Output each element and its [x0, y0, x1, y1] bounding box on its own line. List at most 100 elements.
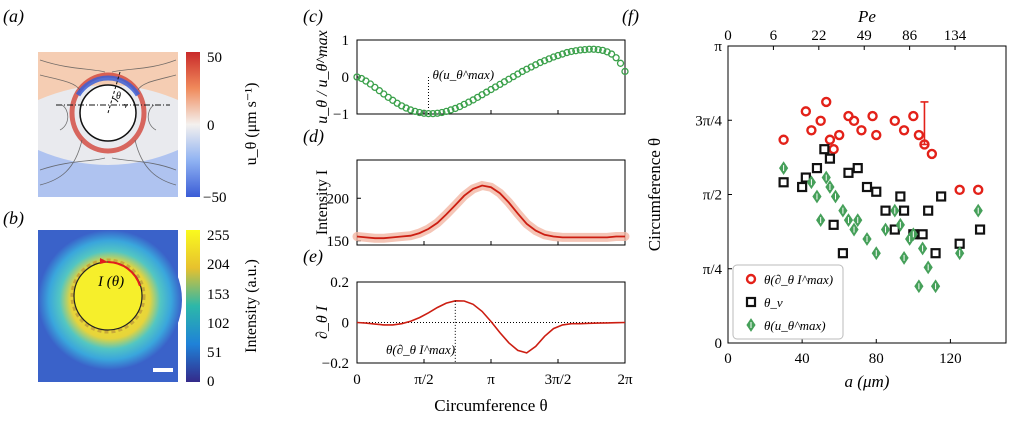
chart-f-point-square: [895, 191, 906, 202]
chart-f-point-circle: [815, 115, 826, 127]
legend-label: θ_v: [764, 295, 783, 310]
chart-f: 0 40 80 120 0 6 22 49 86 134 0 π/4 π/2 3π/4 π a (μm) Pe C…: [645, 7, 1007, 391]
panel-a-theta-label: θ: [116, 91, 121, 102]
chart-f-point-circle: [848, 115, 860, 127]
chart-f-point-square: [843, 167, 854, 178]
chart-c-point: [353, 73, 361, 81]
chart-c-point: [447, 106, 455, 114]
chart-f-xtick-label: 0: [724, 351, 732, 367]
panel-b-cb-tick-153: 153: [207, 287, 230, 303]
chart-c-point: [429, 109, 437, 118]
chart-f-top-xlabel: Pe: [857, 7, 876, 26]
chart-d-band: [352, 180, 630, 243]
chart-f-ytick-label: 0: [715, 336, 723, 352]
chart-f-legend-box: [732, 264, 844, 340]
chart-c-ylabel: u_θ / u_θ^max: [314, 30, 331, 124]
chart-c-point: [415, 108, 424, 117]
chart-c-point: [607, 50, 616, 58]
chart-f-ytick-label: π: [714, 39, 722, 55]
chart-f-point-circle: [954, 184, 965, 196]
chart-f-top-xtick-label: 49: [857, 28, 872, 44]
chart-c-point: [549, 53, 558, 61]
chart-f-point-circle: [871, 129, 882, 141]
chart-f-point-square: [778, 177, 789, 188]
chart-f-ytick-label: π/2: [703, 188, 722, 204]
chart-f-point-square: [797, 181, 808, 193]
chart-f-xtick-label: 40: [795, 351, 810, 367]
chart-f-point-square: [837, 248, 849, 259]
chart-f-ytick-label: π/4: [703, 262, 723, 278]
chart-e: 0.20−0.2∂_θ Iθ(∂_θ I^max)0 π/2 π 3π/2 2πCirc…: [314, 275, 633, 415]
chart-c: 1 0 −1u_θ / u_θ^max θ(u_θ^max): [314, 30, 629, 124]
panel-b-colorbar-label: Intensity (a.u.): [243, 259, 260, 353]
panel-b-cb-tick-0: 0: [207, 374, 215, 390]
panel-b-colorbar: [186, 230, 200, 382]
chart-f-top-xtick-label: 6: [770, 28, 778, 44]
chart-c-point: [612, 54, 620, 62]
chart-f-point-square: [852, 163, 863, 174]
chart-f-ytick-label: 3π/4: [695, 113, 722, 129]
chart-f-xtick-label: 120: [939, 351, 962, 367]
panel-a-cb-tick-m50: −50: [203, 190, 226, 206]
chart-e-xlabel: Circumference θ: [434, 396, 547, 415]
panel-b-cb-tick-204: 204: [207, 257, 230, 273]
panel-b-cb-tick-51: 51: [207, 345, 222, 361]
chart-f-point-square: [923, 205, 934, 216]
panel-a-cb-tick-0: 0: [207, 118, 215, 134]
chart-c-point: [545, 55, 553, 63]
chart-f-point-circle: [778, 134, 789, 145]
chart-f-point-square: [930, 248, 941, 259]
chart-c-point: [411, 107, 419, 116]
chart-e-xtick-label: 2π: [617, 372, 633, 388]
chart-f-point-circle: [824, 134, 836, 145]
chart-d-ytick-label: 150: [327, 234, 350, 250]
panel-d-label: (d): [303, 126, 324, 147]
panel-a-cb-tick-50: 50: [207, 50, 222, 66]
chart-f-top-xtick-label: 86: [902, 28, 918, 44]
chart-c-point: [540, 57, 549, 65]
chart-c-point: [406, 106, 415, 114]
chart-f-point-circle: [926, 148, 938, 160]
panel-a-colorbar: [186, 52, 200, 197]
chart-f-point-square: [811, 163, 823, 174]
chart-f-top-xtick-label: 0: [724, 28, 732, 44]
legend-label: θ(u_θ^max): [764, 318, 826, 333]
chart-e-xtick-label: π/2: [414, 372, 433, 388]
chart-f-point-circle: [908, 110, 919, 122]
chart-f-point-square: [871, 186, 882, 197]
chart-f-xlabel: a (μm): [845, 372, 890, 391]
chart-f-point-square: [828, 219, 839, 230]
chart-f-point-circle: [889, 115, 900, 127]
chart-c-point: [581, 45, 589, 54]
chart-c-ytick-label: 0: [342, 70, 350, 86]
chart-f-point-circle: [806, 125, 817, 136]
chart-e-line: [356, 299, 626, 354]
panel-b-image: I (θ): [38, 230, 182, 382]
chart-c-point: [616, 59, 625, 67]
chart-f-point-square: [880, 205, 891, 216]
panel-e-label: (e): [303, 246, 323, 267]
chart-c-ytick-label: −1: [333, 107, 349, 123]
chart-c-point: [599, 46, 607, 55]
chart-c-point: [438, 108, 446, 117]
chart-e-ytick-label: 0: [342, 316, 350, 332]
chart-c-point: [424, 109, 433, 118]
chart-c-point: [536, 58, 544, 67]
legend-marker-square: [745, 296, 757, 308]
chart-d-frame: [356, 159, 626, 246]
panel-b-cb-tick-255: 255: [207, 228, 230, 244]
chart-f-point-circle: [856, 125, 867, 136]
chart-c-point: [563, 48, 571, 57]
chart-f-point-circle: [867, 110, 878, 122]
chart-f-top-xtick-label: 134: [944, 28, 967, 44]
chart-f-point-square: [824, 153, 836, 164]
chart-c-point: [594, 45, 602, 54]
chart-d-line: [356, 184, 625, 240]
panel-a-image: θ v: [38, 52, 178, 197]
chart-f-point-square: [889, 224, 900, 235]
panel-f-label: (f): [622, 6, 639, 27]
chart-e-ylabel: ∂_θ I: [314, 305, 331, 339]
chart-f-point-circle: [913, 129, 925, 141]
